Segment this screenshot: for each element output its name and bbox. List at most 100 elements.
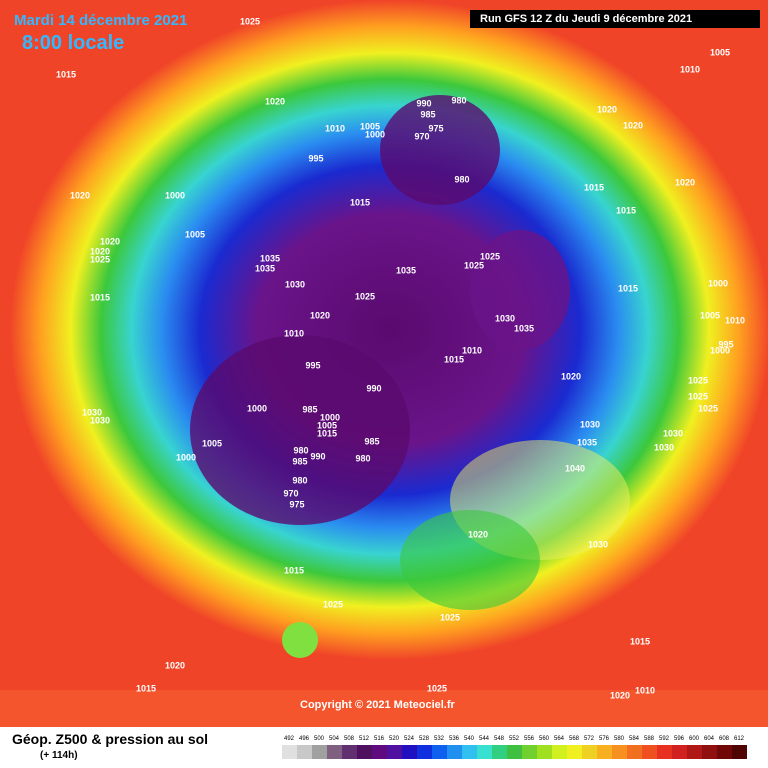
pressure-label: 970: [414, 131, 429, 141]
legend-swatch: [612, 745, 627, 759]
pressure-label: 1025: [427, 683, 447, 693]
footer: Géop. Z500 & pression au sol (+ 114h) 49…: [0, 727, 768, 768]
pressure-label: 1020: [623, 120, 643, 130]
pressure-label: 1015: [350, 197, 370, 207]
pressure-label: 1015: [136, 683, 156, 693]
legend-swatch: [522, 745, 537, 759]
pressure-label: 1015: [618, 283, 638, 293]
pressure-label: 980: [293, 445, 308, 455]
pressure-label: 1005: [700, 310, 720, 320]
run-info: Run GFS 12 Z du Jeudi 9 décembre 2021: [470, 10, 760, 28]
pressure-label: 1030: [663, 428, 683, 438]
legend-swatch: [312, 745, 327, 759]
map-time: 8:00 locale: [22, 32, 125, 54]
pressure-label: 1020: [90, 246, 110, 256]
pressure-label: 1015: [630, 636, 650, 646]
legend-swatch: [297, 745, 312, 759]
pressure-label: 1010: [462, 345, 482, 355]
legend-label: 564: [554, 736, 565, 742]
legend-label: 520: [389, 736, 400, 742]
pressure-label: 1010: [635, 685, 655, 695]
pressure-label: 995: [718, 339, 733, 349]
legend-swatch: [282, 745, 297, 759]
legend-label: 532: [434, 736, 445, 742]
legend-label: 612: [734, 736, 745, 742]
pressure-label: 1005: [710, 47, 730, 57]
legend-label: 584: [629, 736, 640, 742]
legend-swatch: [372, 745, 387, 759]
legend-label: 504: [329, 736, 340, 742]
legend-swatch: [642, 745, 657, 759]
pressure-label: 1020: [100, 236, 120, 246]
legend-label: 512: [359, 736, 370, 742]
legend-label: 552: [509, 736, 520, 742]
legend-swatch: [417, 745, 432, 759]
pressure-label: 985: [302, 404, 317, 414]
legend-swatch: [327, 745, 342, 759]
pressure-label: 990: [366, 383, 381, 393]
legend-swatch: [672, 745, 687, 759]
legend-swatch: [477, 745, 492, 759]
pressure-label: 1000: [320, 412, 340, 422]
legend-swatch: [627, 745, 642, 759]
pressure-label: 980: [292, 475, 307, 485]
pressure-label: 1035: [260, 253, 280, 263]
pressure-label: 1005: [185, 229, 205, 239]
pressure-label: 980: [454, 174, 469, 184]
pressure-label: 1020: [468, 529, 488, 539]
legend-label: 604: [704, 736, 715, 742]
legend-label: 528: [419, 736, 430, 742]
legend-label: 500: [314, 736, 325, 742]
legend-label: 556: [524, 736, 535, 742]
pressure-label: 980: [355, 453, 370, 463]
legend-label: 544: [479, 736, 490, 742]
pressure-label: 970: [283, 488, 298, 498]
pressure-label: 975: [428, 123, 443, 133]
legend-label: 496: [299, 736, 310, 742]
pressure-label: 1010: [284, 328, 304, 338]
legend-label: 580: [614, 736, 625, 742]
pressure-label: 1025: [323, 599, 343, 609]
pressure-label: 1010: [325, 123, 345, 133]
pressure-label: 1015: [444, 354, 464, 364]
legend-label: 596: [674, 736, 685, 742]
pressure-label: 1020: [561, 371, 581, 381]
legend-swatch: [507, 745, 522, 759]
pressure-label: 1030: [82, 407, 102, 417]
pressure-label: 1025: [90, 254, 110, 264]
legend-label: 548: [494, 736, 505, 742]
legend-swatch: [657, 745, 672, 759]
pressure-label: 1030: [90, 415, 110, 425]
pressure-label: 1035: [255, 263, 275, 273]
pressure-label: 1030: [588, 539, 608, 549]
legend-swatch: [462, 745, 477, 759]
pressure-label: 1020: [597, 104, 617, 114]
pressure-label: 1000: [176, 452, 196, 462]
pressure-label: 1015: [616, 205, 636, 215]
pressure-label: 1035: [396, 265, 416, 275]
legend-swatch: [402, 745, 417, 759]
pressure-label: 1015: [90, 292, 110, 302]
legend-label: 536: [449, 736, 460, 742]
pressure-label: 1030: [495, 313, 515, 323]
pressure-label: 990: [310, 451, 325, 461]
pressure-label: 985: [364, 436, 379, 446]
footer-title: Géop. Z500 & pression au sol: [12, 731, 209, 747]
pressure-label: 980: [451, 95, 466, 105]
pressure-label: 990: [416, 98, 431, 108]
pressure-label: 1025: [480, 251, 500, 261]
pressure-label: 1015: [584, 182, 604, 192]
pressure-label: 1025: [440, 612, 460, 622]
pressure-label: 1035: [577, 437, 597, 447]
legend-label: 572: [584, 736, 595, 742]
legend-swatch: [492, 745, 507, 759]
pressure-label: 1005: [202, 438, 222, 448]
legend-label: 568: [569, 736, 580, 742]
pressure-label: 1030: [580, 419, 600, 429]
pressure-label: 1025: [355, 291, 375, 301]
legend-label: 508: [344, 736, 355, 742]
legend: 492 496 500 504 508 512 516 520 524 528 532 536 540 5…: [282, 736, 747, 759]
footer-lead: (+ 114h): [40, 750, 78, 761]
